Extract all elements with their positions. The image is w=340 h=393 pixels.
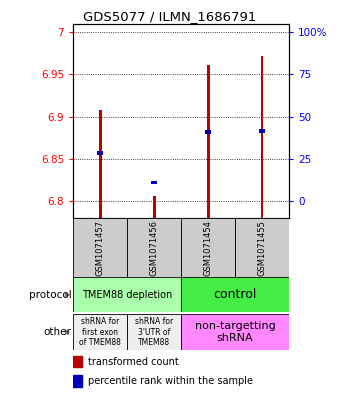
Bar <box>181 218 235 277</box>
Bar <box>73 314 127 350</box>
Text: protocol: protocol <box>29 290 71 300</box>
Text: GDS5077 / ILMN_1686791: GDS5077 / ILMN_1686791 <box>83 10 257 23</box>
Bar <box>181 277 289 312</box>
Bar <box>73 356 82 367</box>
Text: GSM1071456: GSM1071456 <box>150 220 158 275</box>
Bar <box>207 65 209 218</box>
Text: percentile rank within the sample: percentile rank within the sample <box>88 376 253 386</box>
Bar <box>73 277 181 312</box>
Bar <box>205 130 211 134</box>
Bar <box>259 129 265 133</box>
Bar <box>151 181 157 184</box>
Bar <box>235 218 289 277</box>
Bar <box>73 375 82 387</box>
Text: non-targetting
shRNA: non-targetting shRNA <box>194 321 275 343</box>
Bar <box>73 218 127 277</box>
Text: GSM1071457: GSM1071457 <box>96 220 105 275</box>
Text: transformed count: transformed count <box>88 356 179 367</box>
Text: control: control <box>213 288 257 301</box>
Text: TMEM88 depletion: TMEM88 depletion <box>82 290 172 300</box>
Text: GSM1071454: GSM1071454 <box>204 220 212 275</box>
Text: other: other <box>44 327 71 337</box>
Bar <box>98 151 103 155</box>
Bar <box>181 314 289 350</box>
Bar <box>127 218 181 277</box>
Text: GSM1071455: GSM1071455 <box>257 220 267 275</box>
Text: shRNA for
3'UTR of
TMEM88: shRNA for 3'UTR of TMEM88 <box>135 317 173 347</box>
Bar <box>99 110 102 218</box>
Bar <box>127 314 181 350</box>
Bar <box>260 56 264 218</box>
Bar <box>153 196 155 218</box>
Text: shRNA for
first exon
of TMEM88: shRNA for first exon of TMEM88 <box>79 317 121 347</box>
